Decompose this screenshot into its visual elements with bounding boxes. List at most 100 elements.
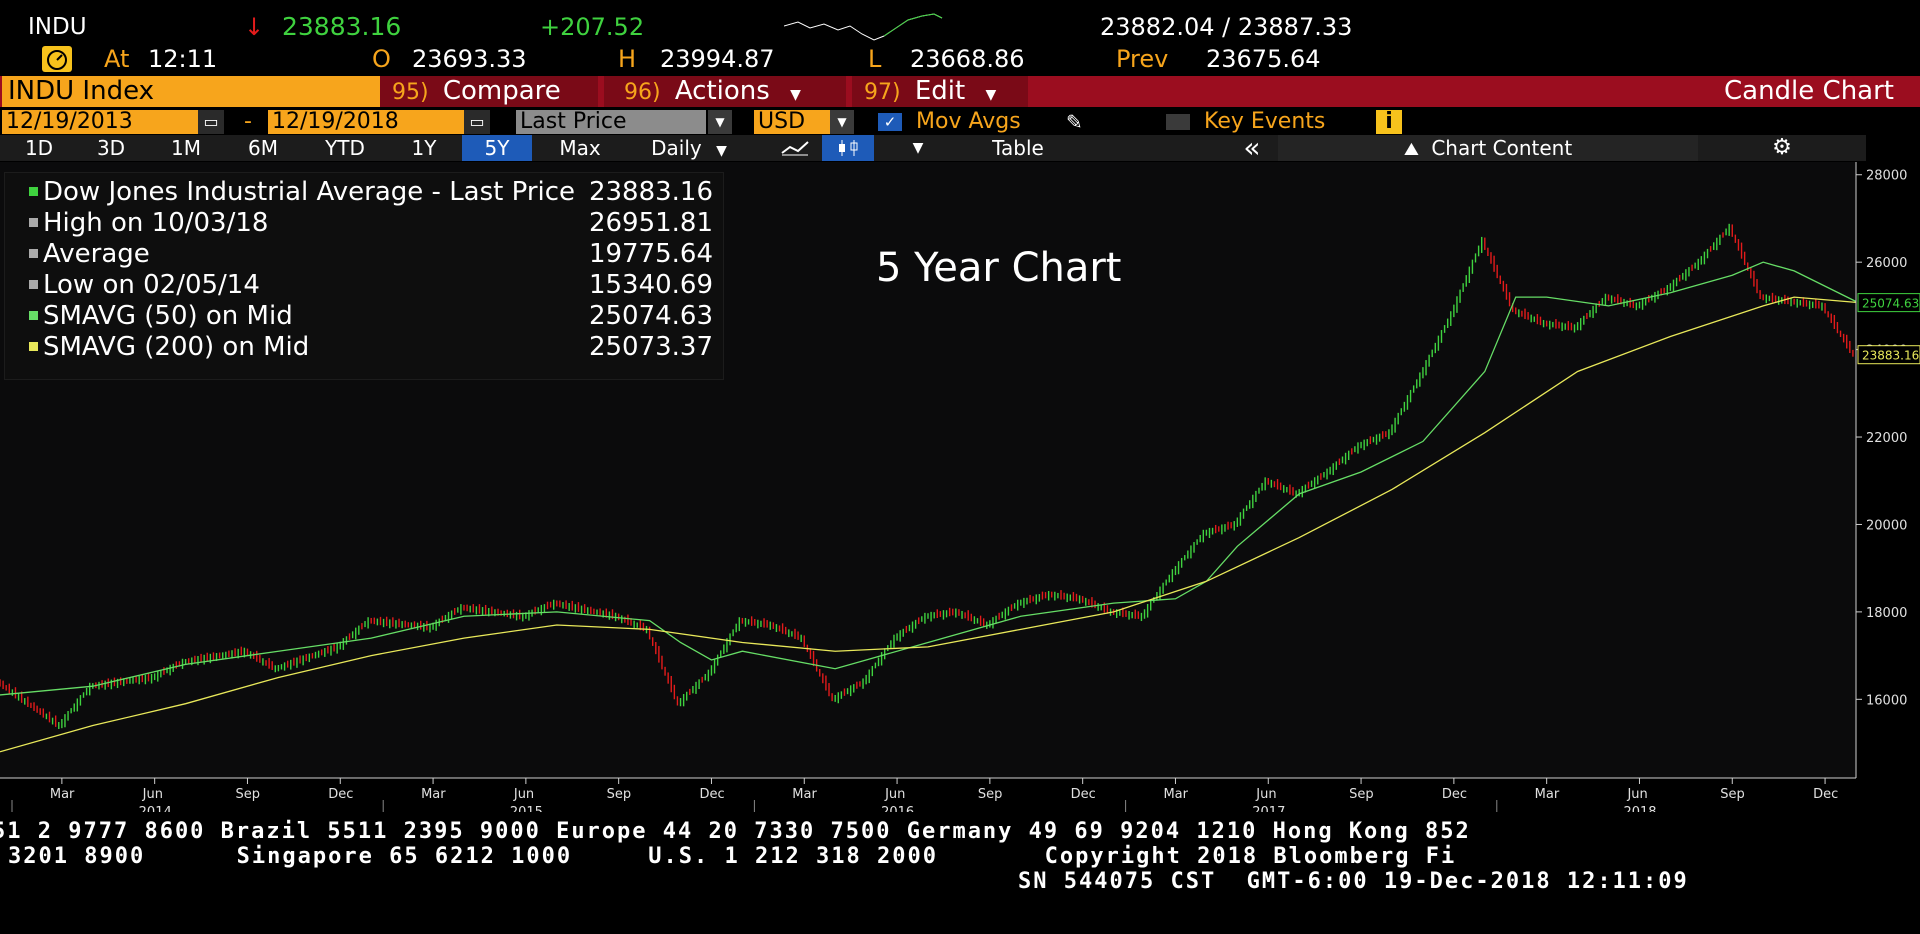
x-tick-label: Mar <box>1163 787 1188 802</box>
y-tick-label: 16000 <box>1866 693 1907 708</box>
gear-icon[interactable]: ⚙ <box>1772 135 1792 160</box>
x-tick-label: Sep <box>978 787 1003 802</box>
x-tick-label: Jun <box>884 787 905 802</box>
x-tick-label: Mar <box>1535 787 1560 802</box>
bid-ask: 23882.04 / 23887.33 <box>1100 13 1353 41</box>
chevron-down-icon[interactable]: ▼ <box>708 110 732 134</box>
period-button-ytd[interactable]: YTD <box>325 136 365 160</box>
y-tick-label: 22000 <box>1866 431 1907 446</box>
calendar-icon[interactable]: ▭ <box>198 110 224 134</box>
mov-avgs-checkbox[interactable]: ✓ <box>878 113 902 131</box>
footer-line-3: SN 544075 CST GMT-6:00 19-Dec-2018 12:11… <box>1018 869 1689 894</box>
net-change: +207.52 <box>540 13 645 41</box>
chart-content-label: Chart Content <box>1431 136 1573 160</box>
ticker: INDU <box>28 14 87 40</box>
prev-label: Prev <box>1116 45 1169 73</box>
x-tick-label: Jun <box>1255 787 1276 802</box>
high-label: H <box>618 45 637 73</box>
y-tick-label: 18000 <box>1866 606 1907 621</box>
compare-label: Compare <box>442 76 561 106</box>
period-button-max[interactable]: Max <box>559 136 601 160</box>
gauge-icon[interactable] <box>42 46 72 72</box>
legend-value: 25073.37 <box>588 332 713 362</box>
x-axis: Mar Jun Sep Dec Mar Jun Sep Dec Mar Jun Sep Dec Mar J… <box>0 777 1856 812</box>
function-bar: INDU Index 95) Compare 96) Actions ▼ 97)… <box>0 76 1920 107</box>
open-label: O <box>372 45 391 73</box>
security-field[interactable]: INDU Index <box>2 76 380 107</box>
chevron-down-icon: ▼ <box>716 143 727 159</box>
key-events-checkbox[interactable] <box>1166 114 1190 130</box>
chevron-down-icon[interactable]: ▼ <box>912 140 924 156</box>
period-button-1d[interactable]: 1D <box>24 136 54 160</box>
legend-label: SMAVG (50) on Mid <box>43 301 293 331</box>
y-tick-label: 28000 <box>1866 169 1907 184</box>
edit-number: 97) <box>864 80 901 105</box>
chart-annotation: 5 Year Chart <box>876 245 1122 291</box>
x-tick-label: Mar <box>421 787 446 802</box>
period-button-3d[interactable]: 3D <box>96 136 126 160</box>
price-tag-value: 25074.63 <box>1862 297 1919 311</box>
legend-panel[interactable]: Dow Jones Industrial Average - Last Pric… <box>4 172 724 380</box>
compare-button[interactable]: 95) Compare <box>380 76 598 107</box>
x-tick-label: Jun <box>1626 787 1647 802</box>
last-price: 23883.16 <box>282 12 402 41</box>
low-value: 23668.86 <box>910 45 1025 73</box>
edit-label: Edit <box>914 76 966 106</box>
sma200-line <box>0 296 1857 753</box>
pencil-icon[interactable]: ✎ <box>1066 110 1083 134</box>
x-tick-label: Mar <box>50 787 75 802</box>
quote-time: 12:11 <box>148 45 218 73</box>
sparkline <box>784 13 943 41</box>
candle-chart-icon[interactable] <box>822 135 874 161</box>
period-button-1m[interactable]: 1M <box>171 136 201 160</box>
x-tick-label: Sep <box>1349 787 1374 802</box>
year-label: 2016 <box>881 805 914 812</box>
low-label: L <box>868 45 882 73</box>
legend-label: SMAVG (200) on Mid <box>43 332 310 362</box>
year-label: 2018 <box>1623 805 1656 812</box>
legend-marker <box>29 187 38 196</box>
end-date-field[interactable]: 12/19/2018 <box>268 110 464 134</box>
x-tick-label: Dec <box>1442 787 1467 802</box>
legend-marker <box>29 342 38 351</box>
legend-marker <box>29 218 38 227</box>
info-icon[interactable]: i <box>1376 110 1402 134</box>
frequency-select[interactable]: Daily ▼ <box>628 135 750 161</box>
y-tick-label: 20000 <box>1866 518 1907 533</box>
line-chart-icon[interactable] <box>770 135 820 161</box>
legend-value: 15340.69 <box>588 270 713 300</box>
year-label: 2015 <box>510 805 543 812</box>
actions-number: 96) <box>624 80 661 105</box>
table-button[interactable]: Table <box>992 136 1044 160</box>
key-events-label: Key Events <box>1204 109 1326 134</box>
mov-avgs-label: Mov Avgs <box>916 109 1021 134</box>
chart-content-button[interactable]: ⛰ Chart Content <box>1278 135 1698 161</box>
chevron-down-icon[interactable]: ▼ <box>830 110 854 134</box>
year-label: 2017 <box>1252 805 1285 812</box>
collapse-chevrons-icon[interactable]: « <box>1243 131 1261 164</box>
actions-button[interactable]: 96) Actions ▼ <box>604 76 846 107</box>
legend-marker <box>29 280 38 289</box>
high-value: 23994.87 <box>660 45 775 73</box>
period-button-6m[interactable]: 6M <box>248 136 278 160</box>
currency-field[interactable]: USD <box>754 110 830 134</box>
chevron-down-icon: ▼ <box>790 87 801 103</box>
legend-marker <box>29 249 38 258</box>
x-tick-label: Dec <box>1071 787 1096 802</box>
sma50-line <box>0 261 1857 696</box>
legend-value: 23883.16 <box>588 177 713 207</box>
year-label: 2014 <box>139 805 172 812</box>
period-button-5y[interactable]: 5Y <box>462 135 532 161</box>
frequency-label: Daily <box>651 136 702 160</box>
x-tick-label: Dec <box>699 787 724 802</box>
start-date-field[interactable]: 12/19/2013 <box>2 110 198 134</box>
price-tag-box <box>1857 345 1920 365</box>
x-tick-label: Dec <box>328 787 353 802</box>
calendar-icon[interactable]: ▭ <box>464 110 490 134</box>
period-button-1y[interactable]: 1Y <box>411 136 437 160</box>
x-tick-label: Jun <box>142 787 163 802</box>
x-tick-label: Sep <box>235 787 260 802</box>
price-field-select[interactable]: Last Price <box>516 110 706 134</box>
edit-button[interactable]: 97) Edit ▼ <box>852 76 1028 107</box>
y-axis: 16000180002000022000240002600028000 <box>1855 162 1907 778</box>
